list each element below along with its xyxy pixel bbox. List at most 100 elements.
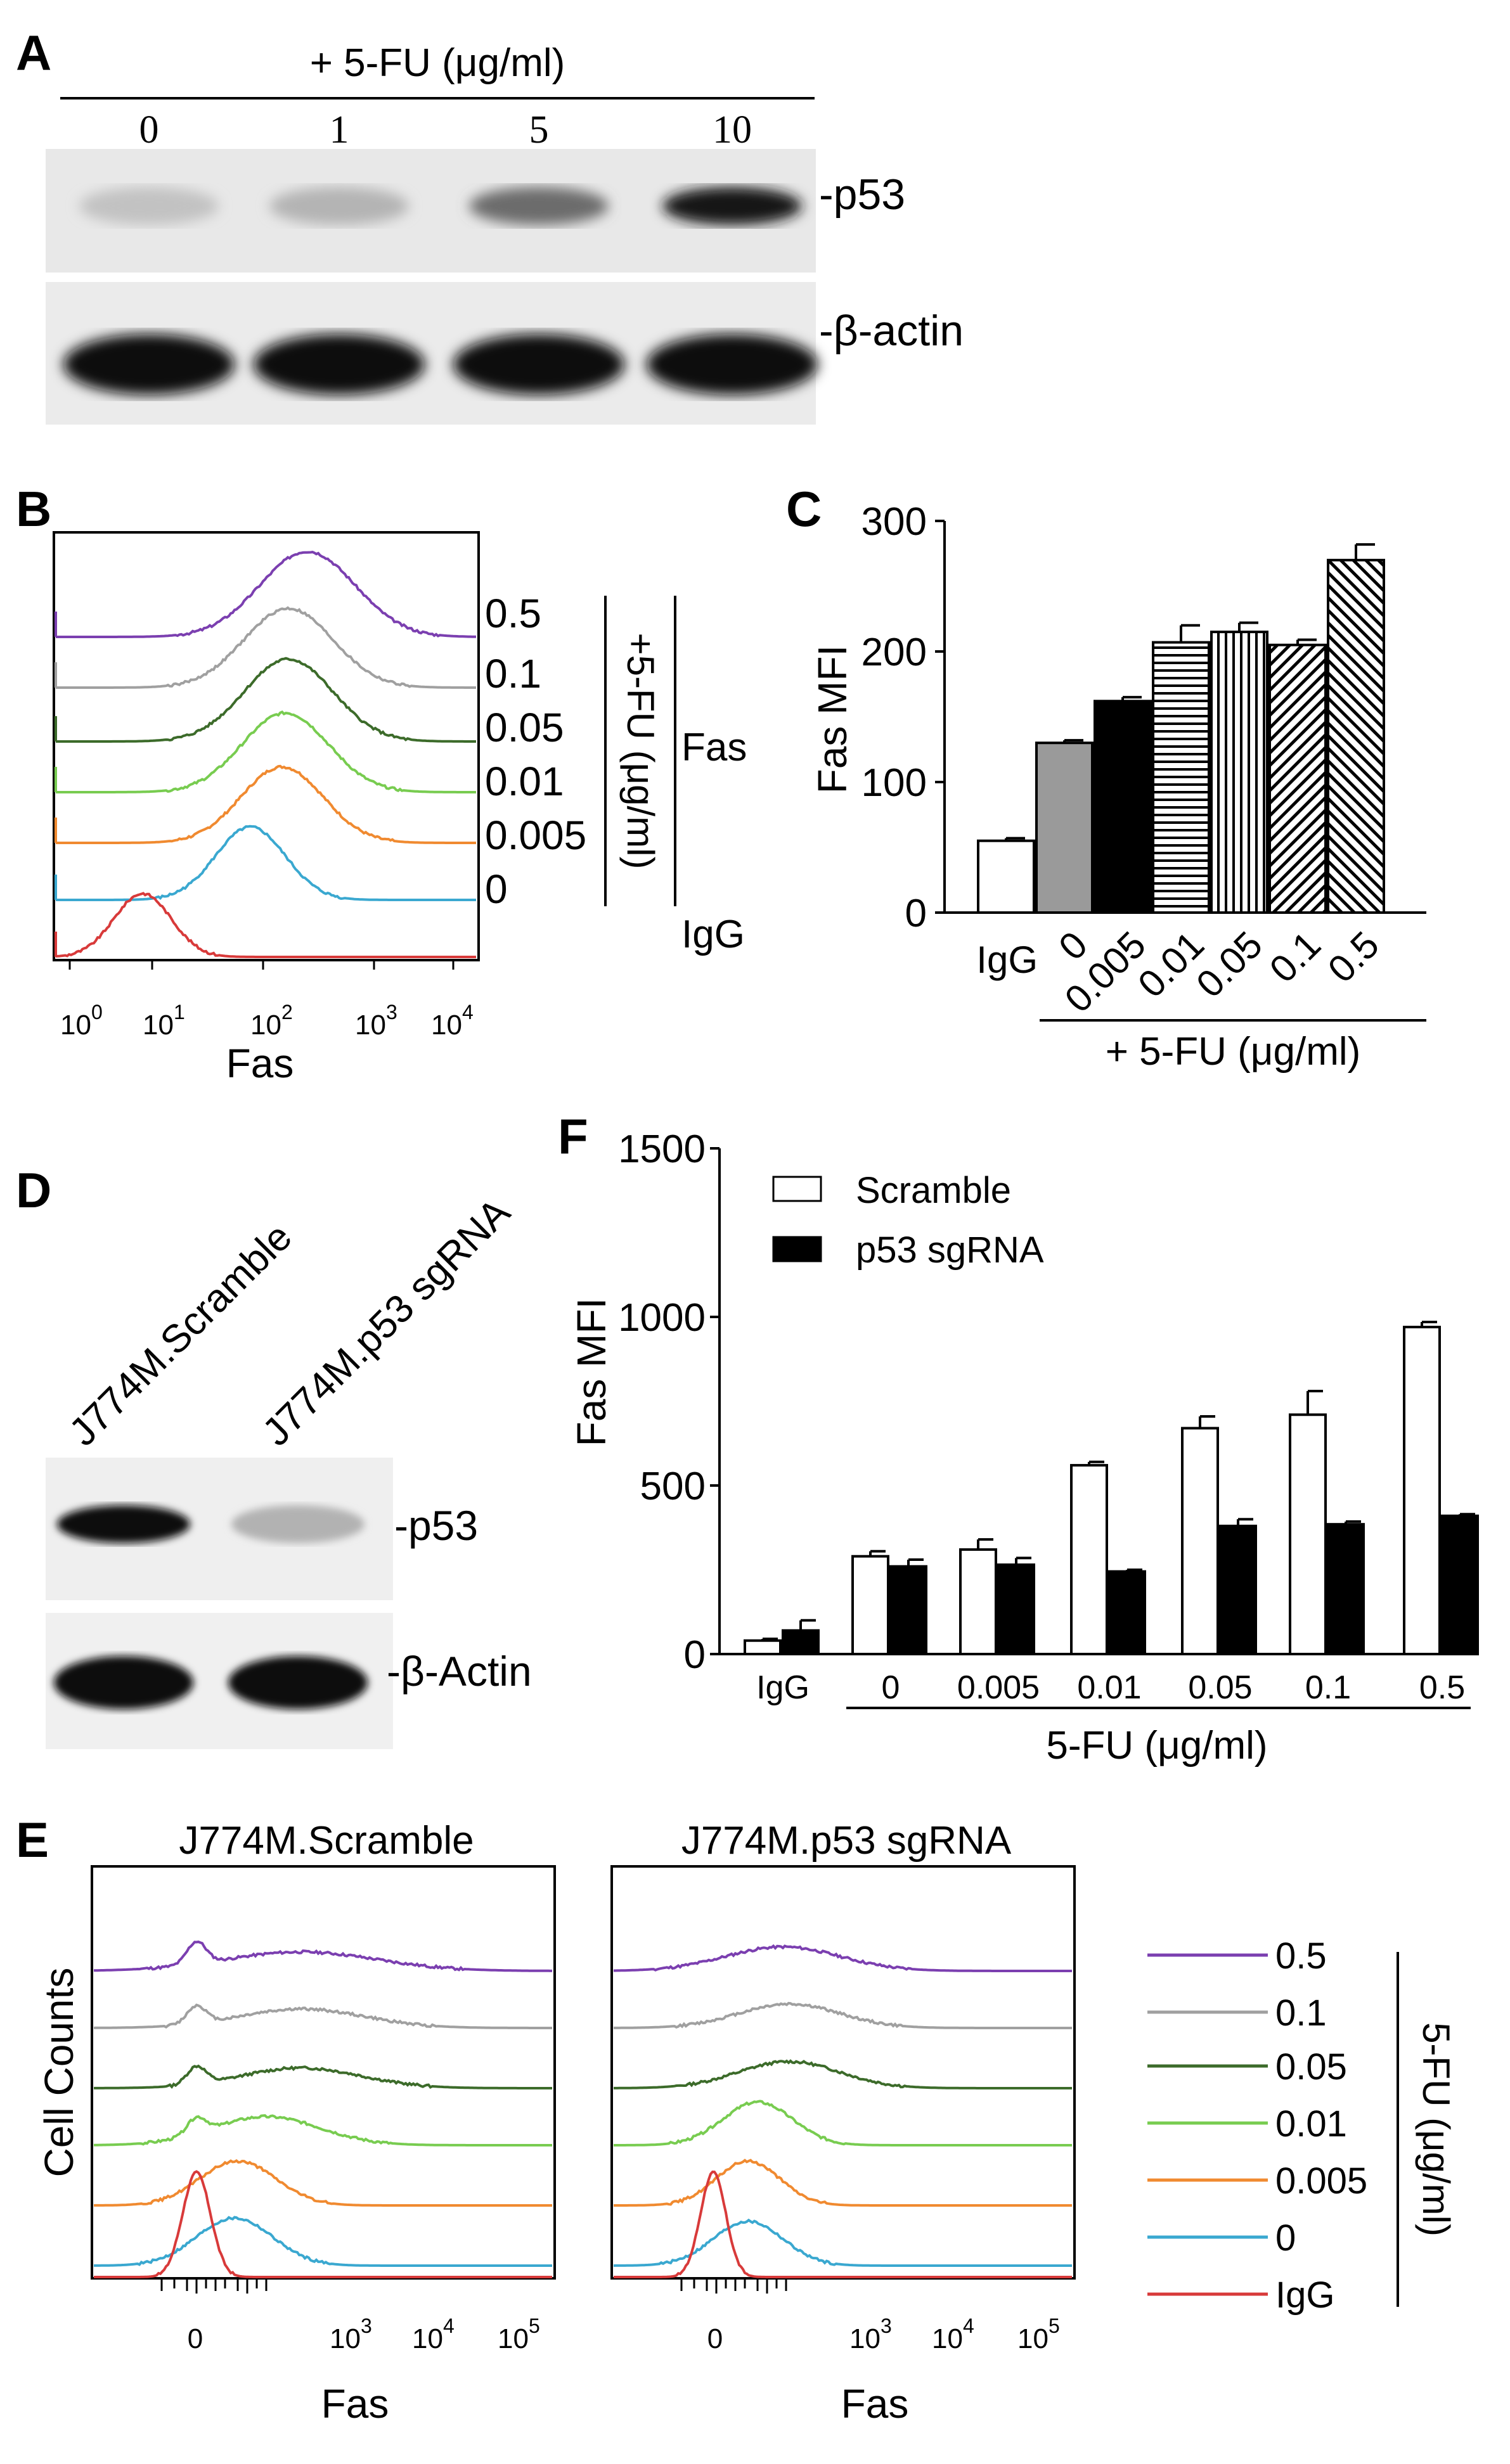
x-tick-label: IgG bbox=[976, 939, 1038, 981]
panel-f-legend: Scramble p53 sgRNA bbox=[772, 1170, 1044, 1271]
panel-b: B 100 101 102 103 104 Fas 0.5 0.1 0.05 0… bbox=[16, 481, 747, 1086]
histogram-curve bbox=[614, 2170, 1072, 2278]
panel-b-side-label-igg: IgG bbox=[681, 913, 745, 956]
x-tick-label: 0.01 bbox=[1077, 1669, 1141, 1706]
panel-label-e: E bbox=[16, 1812, 49, 1868]
y-tick-label: 1000 bbox=[618, 1296, 706, 1340]
bar bbox=[1327, 558, 1385, 914]
x-tick-label: 104 bbox=[412, 2314, 455, 2354]
histogram-curve bbox=[94, 2170, 552, 2278]
x-tick-label: 0.1 bbox=[1262, 923, 1329, 991]
panel-f: F 0 500 1000 1500 IgG 0 0.005 0.01 0.05 0.1 0.5 Fa… bbox=[558, 1108, 1479, 1768]
panel-e-legend: 0.5 0.1 0.05 0.01 0.005 0 IgG bbox=[1147, 1935, 1367, 2316]
panel-e-xlabel: Fas bbox=[841, 2381, 909, 2427]
panel-label-a: A bbox=[16, 25, 51, 80]
panel-e-title: J774M.Scramble bbox=[179, 1819, 474, 1863]
x-tick-label: 0 bbox=[882, 1669, 900, 1706]
bar bbox=[1219, 1524, 1257, 1656]
histogram-curve bbox=[614, 2001, 1072, 2029]
panel-b-xlabel: Fas bbox=[226, 1041, 294, 1086]
panel-f-ylabel: Fas MFI bbox=[569, 1298, 614, 1447]
bar bbox=[1210, 631, 1268, 914]
x-tick-label: 0.5 bbox=[1419, 1669, 1465, 1706]
y-tick-label: 0 bbox=[905, 892, 927, 935]
blot-band bbox=[469, 187, 609, 225]
y-tick-label: 300 bbox=[861, 500, 927, 544]
panel-a-dose-label: 5 bbox=[529, 108, 549, 151]
histogram-curve bbox=[56, 710, 476, 793]
histogram-curve bbox=[614, 1944, 1072, 1972]
histogram-curve bbox=[94, 2064, 552, 2089]
x-tick-label: 100 bbox=[60, 1001, 103, 1041]
bar bbox=[744, 1639, 782, 1655]
bar bbox=[782, 1629, 820, 1656]
panel-e-sgrna-histograms bbox=[613, 1944, 1072, 2278]
bar bbox=[1108, 1570, 1146, 1655]
blot-band bbox=[79, 187, 219, 225]
legend-label: Scramble bbox=[856, 1170, 1011, 1211]
x-tick-label: 101 bbox=[143, 1001, 185, 1041]
histogram-curve bbox=[613, 2218, 1072, 2267]
y-tick-label: 100 bbox=[861, 761, 927, 805]
legend-label: 0.005 bbox=[1275, 2160, 1367, 2202]
blot-band bbox=[662, 187, 802, 225]
bar bbox=[997, 1563, 1035, 1656]
x-tick-label: 102 bbox=[250, 1001, 293, 1041]
curve-label: 0.1 bbox=[485, 651, 541, 696]
bar bbox=[1327, 1523, 1365, 1655]
histogram-curve bbox=[55, 892, 476, 958]
panel-f-xlabel: 5-FU (μg/ml) bbox=[1046, 1724, 1267, 1768]
curve-label: 0.005 bbox=[485, 812, 586, 858]
panel-a-band-label-p53: -p53 bbox=[819, 170, 905, 219]
panel-e-xlabel: Fas bbox=[321, 2381, 389, 2427]
bar bbox=[1441, 1514, 1479, 1655]
legend-label: 0 bbox=[1275, 2217, 1296, 2259]
panel-label-b: B bbox=[16, 481, 51, 537]
panel-b-x-ticks: 100 101 102 103 104 bbox=[60, 960, 474, 1041]
blot-band bbox=[254, 334, 425, 395]
curve-label: 0 bbox=[485, 866, 508, 912]
panel-b-side-label-fas: Fas bbox=[681, 726, 747, 769]
panel-f-chart: 0 500 1000 1500 IgG 0 0.005 0.01 0.05 0.1 0.5 bbox=[618, 1127, 1479, 1706]
x-tick-label: 105 bbox=[498, 2314, 540, 2354]
panel-b-plot-frame bbox=[53, 531, 480, 961]
histogram-curve bbox=[56, 657, 476, 743]
panel-d-bands bbox=[54, 1505, 368, 1709]
x-tick-label: 0.05 bbox=[1188, 923, 1270, 1006]
y-tick-label: 200 bbox=[861, 631, 927, 674]
bar bbox=[1035, 741, 1094, 914]
legend-label: IgG bbox=[1275, 2275, 1335, 2316]
panel-b-histograms bbox=[55, 551, 476, 958]
x-tick-label: IgG bbox=[756, 1669, 810, 1706]
panel-a-dose-label: 10 bbox=[713, 108, 752, 151]
x-tick-label: 104 bbox=[932, 2314, 974, 2354]
panel-b-curve-labels: 0.5 0.1 0.05 0.01 0.005 0 bbox=[485, 591, 586, 912]
legend-label: 0.5 bbox=[1275, 1935, 1327, 1977]
panel-a: A + 5-FU (μg/ml) 0 1 5 10 -p53 -β-actin bbox=[16, 25, 964, 425]
bar bbox=[1070, 1464, 1108, 1656]
panel-a-bands bbox=[63, 187, 818, 395]
histogram-curve bbox=[93, 1941, 552, 1972]
histogram-curve bbox=[56, 764, 476, 844]
panel-a-dose-label: 1 bbox=[330, 108, 349, 151]
y-tick-label: 0 bbox=[684, 1633, 706, 1677]
panel-a-dose-labels: 0 1 5 10 bbox=[139, 108, 752, 151]
x-tick-label: 0 bbox=[188, 2323, 203, 2354]
legend-label: 0.05 bbox=[1275, 2046, 1347, 2088]
blot-band bbox=[269, 187, 409, 225]
panel-d-band-label-actin: -β-Actin bbox=[387, 1648, 532, 1695]
panel-label-f: F bbox=[558, 1108, 588, 1164]
bar bbox=[1403, 1325, 1441, 1655]
panel-e-sgrna-ticks bbox=[680, 2280, 787, 2294]
bar bbox=[1289, 1413, 1327, 1656]
blot-band bbox=[228, 1656, 368, 1709]
bar bbox=[959, 1548, 997, 1656]
x-tick-label: 0.1 bbox=[1305, 1669, 1351, 1706]
x-tick-label: 0.005 bbox=[957, 1669, 1040, 1706]
histogram-curve bbox=[614, 2100, 1072, 2146]
curve-label: 0.01 bbox=[485, 759, 564, 804]
histogram-curve bbox=[56, 606, 476, 689]
panel-label-d: D bbox=[16, 1162, 51, 1218]
